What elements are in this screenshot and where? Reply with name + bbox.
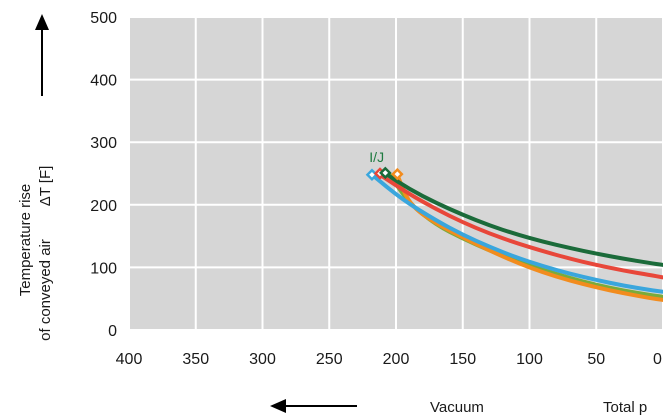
series-line [377,172,663,280]
y-axis-title-line1: Temperature rise [17,184,34,297]
x-tick-label: 50 [587,351,605,368]
y-tick-label: 0 [108,323,117,340]
y-tick-label: 100 [90,260,117,277]
x-tick-label: 0 [653,351,662,368]
y-axis-title-line2: of conveyed air [37,239,54,341]
x-tick-label: 250 [316,351,343,368]
series-start-marker [391,167,404,181]
marker-layer [365,166,404,182]
up-arrow-icon [35,14,49,96]
x-tick-label: 100 [516,351,543,368]
annotation-label: I/J [369,149,384,165]
x-tick-label: 150 [449,351,476,368]
x-axis-title: Total p [603,399,647,416]
series-start-marker [379,166,392,180]
y-tick-labels: 0 100 200 300 400 500 [90,10,117,340]
x-tick-labels: 400 350 300 250 200 150 100 50 0 [116,351,662,368]
series-line [369,172,663,294]
x-tick-label: 400 [116,351,143,368]
y-tick-label: 400 [90,73,117,90]
grid [128,16,663,331]
series-line [383,171,663,267]
x-tick-label: 350 [182,351,209,368]
y-axis-title-symbol: ΔT [F] [37,166,54,207]
series-layer [369,171,663,302]
x-axis-secondary-label: Vacuum [430,399,484,416]
left-arrow-icon [270,399,357,413]
y-tick-label: 300 [90,135,117,152]
y-tick-label: 200 [90,198,117,215]
x-tick-label: 200 [383,351,410,368]
x-tick-label: 300 [249,351,276,368]
y-tick-label: 500 [90,10,117,27]
